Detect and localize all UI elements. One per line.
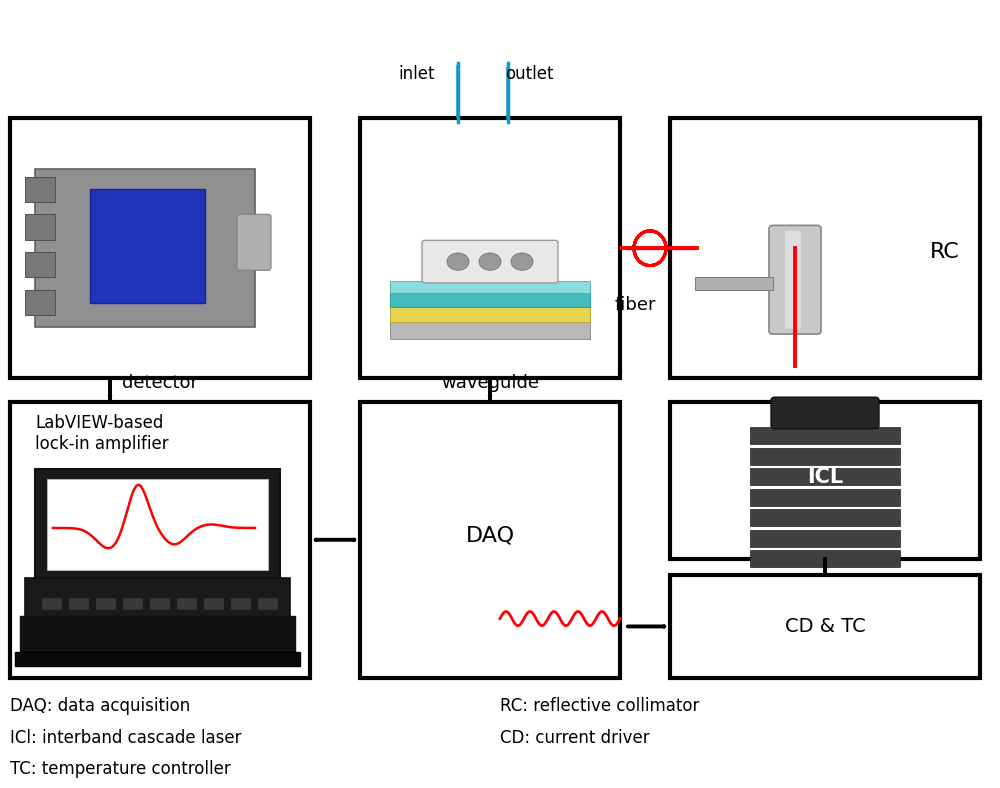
Bar	[25, 290, 55, 315]
FancyBboxPatch shape	[20, 616, 295, 654]
Bar	[360, 402, 620, 678]
Circle shape	[511, 253, 533, 270]
Bar	[390, 307, 590, 322]
Bar	[10, 402, 310, 678]
Text: ICL: ICL	[807, 466, 843, 487]
Text: outlet: outlet	[505, 65, 554, 83]
Text: DAQ: DAQ	[465, 526, 515, 546]
Bar	[670, 575, 980, 678]
Bar	[670, 402, 980, 559]
FancyBboxPatch shape	[771, 397, 879, 429]
Text: CD: current driver: CD: current driver	[500, 729, 650, 747]
FancyBboxPatch shape	[258, 598, 278, 610]
Bar	[90, 189, 205, 303]
FancyBboxPatch shape	[15, 652, 300, 666]
Bar	[750, 427, 900, 444]
FancyBboxPatch shape	[96, 598, 116, 610]
FancyBboxPatch shape	[123, 598, 143, 610]
Bar	[390, 281, 590, 293]
Bar	[695, 277, 773, 290]
FancyBboxPatch shape	[177, 598, 197, 610]
Bar	[360, 118, 620, 378]
FancyBboxPatch shape	[237, 214, 271, 270]
Bar	[750, 468, 900, 485]
Text: RC: reflective collimator: RC: reflective collimator	[500, 697, 699, 716]
Bar	[25, 252, 55, 277]
FancyBboxPatch shape	[42, 598, 62, 610]
Bar	[750, 509, 900, 526]
FancyBboxPatch shape	[47, 479, 268, 570]
Bar	[25, 214, 55, 240]
FancyBboxPatch shape	[231, 598, 251, 610]
Text: CD & TC: CD & TC	[785, 617, 865, 636]
FancyBboxPatch shape	[25, 578, 290, 619]
FancyBboxPatch shape	[35, 469, 280, 579]
Bar	[390, 293, 590, 307]
FancyBboxPatch shape	[150, 598, 170, 610]
Text: DAQ: data acquisition: DAQ: data acquisition	[10, 697, 190, 716]
FancyBboxPatch shape	[785, 231, 801, 329]
FancyBboxPatch shape	[769, 225, 821, 334]
FancyBboxPatch shape	[35, 169, 255, 327]
FancyBboxPatch shape	[69, 598, 89, 610]
Text: detector: detector	[122, 374, 198, 392]
Text: LabVIEW-based
lock-in amplifier: LabVIEW-based lock-in amplifier	[35, 414, 169, 452]
Text: RC: RC	[930, 242, 960, 262]
Bar	[750, 489, 900, 506]
Bar	[390, 322, 590, 339]
Text: fiber: fiber	[614, 296, 656, 314]
Circle shape	[479, 253, 501, 270]
Circle shape	[447, 253, 469, 270]
Text: TC: temperature controller: TC: temperature controller	[10, 760, 231, 779]
Bar	[750, 448, 900, 465]
Bar	[25, 177, 55, 202]
Bar	[670, 118, 980, 378]
Bar	[750, 530, 900, 547]
FancyBboxPatch shape	[422, 240, 558, 283]
Text: waveguide: waveguide	[441, 374, 539, 392]
Text: inlet: inlet	[398, 65, 435, 83]
FancyBboxPatch shape	[204, 598, 224, 610]
Bar	[10, 118, 310, 378]
Bar	[750, 550, 900, 567]
Text: ICl: interband cascade laser: ICl: interband cascade laser	[10, 729, 242, 747]
